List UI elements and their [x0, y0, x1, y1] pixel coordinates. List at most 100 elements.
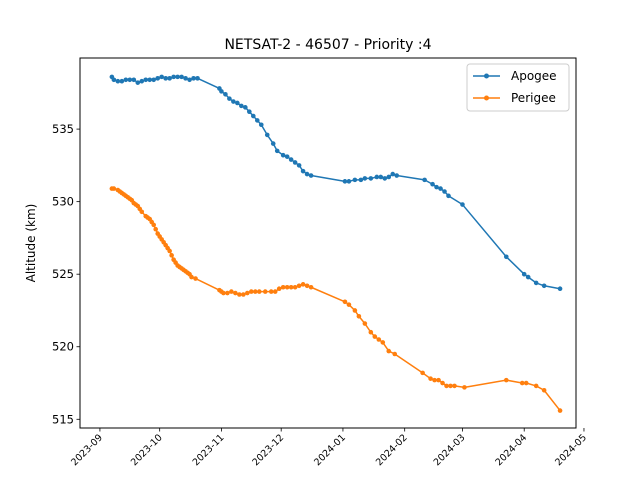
perigee-data-point: [169, 253, 174, 258]
apogee-data-point: [235, 100, 240, 106]
apogee-data-point: [386, 174, 392, 180]
apogee-data-point: [382, 176, 388, 181]
apogee-data-point: [171, 74, 176, 80]
y-tick-label: 530: [52, 195, 74, 209]
perigee-data-point: [557, 408, 563, 413]
perigee-data-point: [193, 276, 198, 281]
apogee-data-point: [541, 283, 547, 289]
legend-perigee-marker: [484, 95, 489, 101]
apogee-data-point: [446, 193, 451, 199]
perigee-data-point: [189, 274, 194, 280]
perigee-data-point: [503, 377, 509, 383]
apogee-data-point: [264, 132, 270, 138]
series-layer: [109, 74, 563, 413]
apogee-data-point: [460, 202, 465, 207]
apogee-data-point: [227, 96, 232, 101]
perigee-data-point: [352, 308, 358, 313]
perigee-data-point: [167, 248, 172, 254]
apogee-data-point: [394, 173, 400, 178]
apogee-data-point: [258, 122, 264, 128]
y-tick-label: 525: [52, 267, 74, 281]
apogee-data-point: [254, 118, 260, 123]
perigee-data-point: [153, 226, 158, 232]
perigee-data-point: [428, 376, 433, 381]
apogee-data-point: [352, 177, 358, 183]
y-tick-label: 515: [52, 412, 74, 426]
perigee-data-point: [225, 290, 230, 296]
apogee-data-point: [155, 76, 160, 81]
apogee-data-point: [342, 179, 348, 184]
perigee-data-point: [362, 321, 368, 326]
apogee-data-point: [243, 105, 248, 110]
perigee-data-point: [386, 348, 392, 354]
apogee-data-point: [368, 176, 374, 181]
apogee-data-point: [521, 271, 527, 277]
apogee-data-point: [187, 77, 192, 83]
perigee-data-point: [111, 186, 117, 191]
perigee-data-point: [440, 380, 445, 386]
legend: Apogee Perigee: [466, 63, 570, 112]
y-tick-label: 520: [52, 340, 74, 354]
perigee-data-point: [372, 334, 378, 339]
apogee-data-point: [292, 160, 298, 165]
apogee-data-point: [135, 80, 141, 85]
apogee-data-point: [430, 181, 435, 187]
perigee-data-point: [272, 289, 278, 294]
apogee-data-point: [274, 148, 280, 154]
apogee-data-point: [374, 174, 380, 180]
perigee-data-point: [252, 289, 258, 294]
perigee-data-point: [139, 209, 145, 215]
perigee-data-point: [541, 387, 547, 393]
apogee-data-point: [195, 76, 200, 81]
apogee-data-point: [183, 76, 188, 81]
apogee-data-point: [251, 113, 256, 119]
apogee-data-point: [191, 76, 196, 81]
perigee-data-point: [245, 290, 250, 296]
perigee-data-point: [241, 292, 246, 297]
apogee-data-point: [346, 179, 352, 184]
apogee-data-point: [115, 78, 121, 84]
apogee-data-point: [131, 77, 137, 83]
apogee-data-point: [557, 286, 563, 292]
perigee-data-point: [432, 377, 437, 383]
perigee-data-point: [519, 380, 525, 386]
apogee-data-point: [296, 163, 302, 168]
apogee-data-point: [525, 274, 531, 280]
perigee-data-point: [221, 290, 226, 296]
apogee-data-point: [147, 77, 153, 83]
perigee-data-point: [392, 351, 398, 357]
perigee-data-point: [346, 302, 352, 307]
apogee-data-point: [151, 77, 157, 83]
legend-perigee-label: Perigee: [511, 91, 556, 105]
apogee-data-point: [442, 189, 447, 194]
perigee-data-point: [237, 292, 242, 297]
legend-apogee-marker: [484, 73, 489, 79]
perigee-data-point: [308, 284, 314, 290]
y-axis-label: Altitude (km): [24, 204, 38, 283]
apogee-data-point: [288, 157, 294, 162]
perigee-data-point: [380, 340, 386, 345]
apogee-data-point: [119, 78, 125, 84]
perigee-data-point: [233, 290, 238, 296]
perigee-data-point: [262, 289, 268, 294]
apogee-data-point: [390, 171, 396, 177]
perigee-data-point: [276, 286, 282, 292]
perigee-data-point: [444, 383, 449, 389]
apogee-data-point: [434, 184, 439, 190]
perigee-data-point: [523, 380, 529, 386]
perigee-data-point: [436, 377, 441, 383]
apogee-data-point: [143, 77, 149, 83]
perigee-data-point: [280, 284, 286, 290]
apogee-data-point: [304, 171, 310, 177]
perigee-data-point: [452, 383, 457, 389]
chart-title: NETSAT-2 - 46507 - Priority :4: [224, 37, 431, 53]
perigee-data-point: [448, 383, 453, 389]
apogee-data-point: [163, 76, 168, 81]
apogee-data-point: [239, 103, 244, 109]
perigee-data-point: [304, 283, 310, 289]
apogee-data-point: [179, 74, 184, 80]
apogee-data-point: [358, 177, 364, 183]
perigee-data-point: [292, 284, 298, 290]
perigee-data-point: [229, 289, 234, 294]
perigee-data-point: [342, 299, 348, 305]
